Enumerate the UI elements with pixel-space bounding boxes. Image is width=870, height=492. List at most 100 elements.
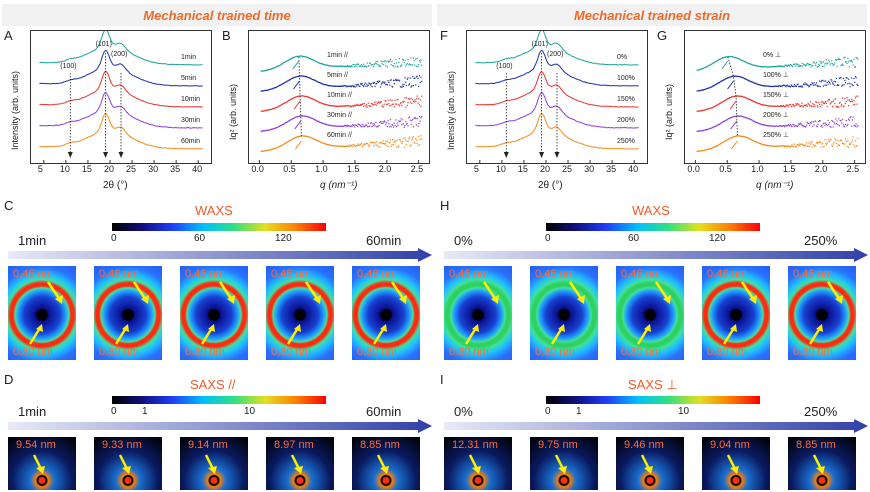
saxs-point bbox=[797, 65, 799, 67]
saxs-point bbox=[327, 64, 329, 66]
saxs-point bbox=[393, 63, 395, 65]
saxs-point bbox=[337, 145, 339, 147]
series-label: 200% ⊥ bbox=[763, 112, 789, 119]
saxs-point bbox=[335, 105, 337, 107]
saxs-point bbox=[743, 77, 745, 79]
saxs-point bbox=[854, 66, 856, 68]
saxs-point bbox=[358, 124, 360, 126]
saxs-point bbox=[350, 85, 352, 87]
saxs-point bbox=[364, 104, 366, 106]
saxs-point bbox=[837, 124, 839, 126]
saxs-point bbox=[413, 117, 415, 119]
saxs-point bbox=[406, 140, 408, 143]
tile-arrows bbox=[290, 454, 303, 474]
saxs-point bbox=[288, 119, 291, 122]
saxs-point bbox=[745, 136, 747, 138]
saxs-point bbox=[830, 139, 832, 141]
saxs-point bbox=[722, 101, 724, 103]
saxs-point bbox=[773, 145, 775, 147]
arrow-line-icon bbox=[550, 327, 564, 345]
saxs-point bbox=[807, 63, 809, 65]
x-tick-label: 30 bbox=[148, 164, 159, 174]
saxs-point bbox=[754, 64, 756, 67]
saxs-point bbox=[835, 98, 837, 100]
saxs-point bbox=[844, 143, 846, 145]
saxs-point bbox=[302, 115, 304, 117]
saxs-point bbox=[721, 101, 723, 103]
saxs-point bbox=[801, 85, 803, 87]
saxs-point bbox=[728, 55, 730, 57]
saxs-point bbox=[393, 83, 395, 85]
saxs-point bbox=[338, 125, 340, 127]
saxs-point bbox=[711, 86, 713, 88]
saxs-point bbox=[851, 100, 853, 102]
saxs-point bbox=[417, 144, 419, 147]
saxs-point bbox=[373, 145, 375, 147]
saxs-point bbox=[355, 65, 357, 67]
saxs-point bbox=[267, 69, 269, 71]
saxs-point bbox=[401, 64, 403, 66]
saxs-point bbox=[273, 67, 275, 69]
saxs-point bbox=[312, 138, 314, 140]
saxs-point bbox=[759, 66, 761, 68]
saxs-point bbox=[758, 142, 760, 144]
saxs-point bbox=[763, 124, 766, 126]
saxs-point bbox=[781, 66, 783, 68]
saxs-point bbox=[406, 104, 408, 107]
saxs-point bbox=[832, 145, 834, 147]
saxs-point bbox=[793, 104, 795, 106]
saxs-point bbox=[336, 105, 338, 107]
saxs-point bbox=[790, 64, 792, 66]
saxs-point bbox=[724, 120, 726, 122]
saxs-point bbox=[376, 80, 378, 82]
saxs-point bbox=[754, 101, 756, 103]
tile-arrows bbox=[376, 454, 389, 474]
saxs-point bbox=[297, 55, 299, 57]
saxs-point bbox=[738, 76, 740, 78]
saxs-point bbox=[764, 124, 766, 126]
saxs-point bbox=[401, 123, 403, 126]
saxs-point bbox=[320, 121, 322, 124]
saxs-point bbox=[822, 61, 824, 63]
saxs-point bbox=[308, 57, 310, 59]
saxs-point bbox=[783, 84, 785, 86]
saxs-point bbox=[783, 126, 785, 128]
saxs-point bbox=[275, 106, 278, 109]
saxs-point bbox=[280, 104, 282, 106]
saxs-point bbox=[828, 123, 830, 126]
saxs-point bbox=[420, 106, 422, 108]
saxs-point bbox=[760, 66, 763, 68]
saxs-point bbox=[349, 125, 351, 127]
saxs-point bbox=[802, 106, 805, 108]
saxs-point bbox=[832, 126, 834, 128]
saxs-point bbox=[402, 101, 404, 103]
saxs-point bbox=[849, 142, 851, 144]
saxs-point bbox=[825, 144, 827, 146]
saxs-point bbox=[368, 105, 370, 107]
saxs-point bbox=[410, 86, 412, 88]
saxs-point bbox=[421, 64, 423, 66]
saxs-point bbox=[812, 84, 814, 86]
saxs-point bbox=[728, 56, 730, 58]
saxs-point bbox=[707, 87, 709, 89]
saxs-point bbox=[274, 127, 276, 129]
saxs-point bbox=[369, 62, 371, 64]
saxs-point bbox=[838, 144, 840, 146]
saxs-point bbox=[831, 80, 833, 82]
saxs-point bbox=[703, 89, 705, 91]
saxs-point bbox=[846, 77, 848, 79]
saxs-point bbox=[400, 141, 402, 143]
saxs-point bbox=[796, 84, 798, 86]
panel-a-xlabel: 2θ (°) bbox=[103, 180, 128, 191]
saxs-point bbox=[357, 83, 359, 85]
saxs-point bbox=[265, 150, 267, 152]
saxs-point bbox=[303, 56, 305, 58]
saxs-point bbox=[753, 120, 755, 122]
saxs-point bbox=[769, 105, 771, 107]
saxs-point bbox=[367, 84, 369, 86]
saxs-point bbox=[262, 70, 264, 72]
saxs-point bbox=[413, 101, 415, 103]
saxs-point bbox=[386, 84, 388, 86]
panel-letter-i: I bbox=[440, 372, 444, 387]
saxs-point bbox=[330, 85, 332, 87]
